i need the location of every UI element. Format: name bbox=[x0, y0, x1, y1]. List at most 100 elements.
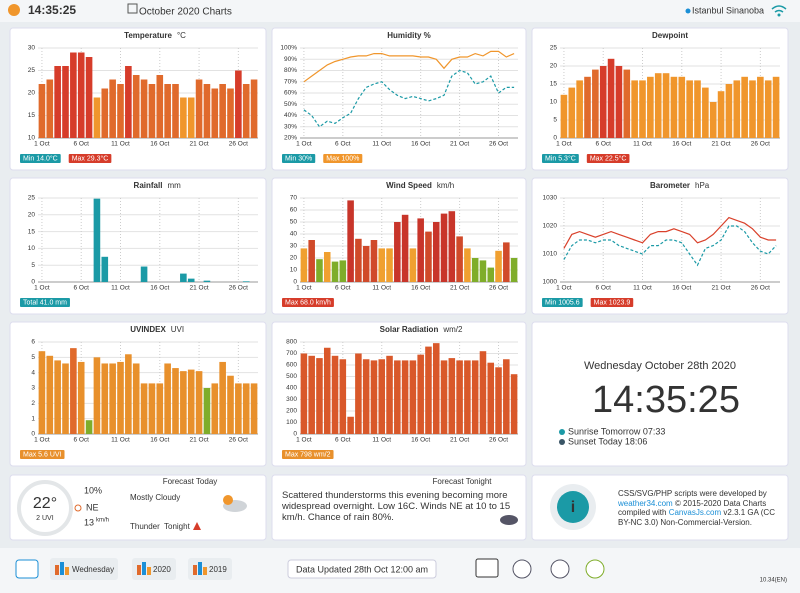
sun-icon bbox=[223, 495, 233, 505]
chart-title: Dewpoint bbox=[652, 31, 688, 40]
bar bbox=[654, 73, 662, 138]
bar bbox=[187, 369, 195, 434]
bar bbox=[164, 84, 171, 138]
y-tick-label: 70% bbox=[284, 78, 297, 85]
info-line: Data Charts compiled with bbox=[618, 498, 767, 518]
sunrise: Sunrise Tomorrow 07:33 bbox=[568, 426, 665, 436]
bar bbox=[370, 240, 378, 282]
bar bbox=[242, 281, 250, 282]
bar bbox=[54, 360, 61, 434]
btn-icon bbox=[142, 562, 146, 575]
stat-badge-label: Max 798 wm/2 bbox=[285, 451, 331, 458]
y-tick-label: 10 bbox=[550, 99, 558, 106]
info-btn[interactable] bbox=[512, 559, 532, 579]
bar bbox=[250, 383, 258, 434]
bar bbox=[70, 52, 77, 138]
y-tick-label: 700 bbox=[286, 350, 297, 357]
bar bbox=[85, 420, 93, 434]
info-link[interactable]: weather34.com bbox=[618, 498, 673, 508]
info-line: © 2015-2020 bbox=[674, 498, 722, 508]
bar bbox=[378, 359, 386, 434]
forecast-summary: Mostly Cloudy bbox=[130, 493, 180, 502]
x-tick-label: 26 Oct bbox=[751, 141, 770, 148]
bar bbox=[662, 73, 670, 138]
bar bbox=[394, 360, 401, 434]
x-tick-label: 1 Oct bbox=[296, 437, 312, 444]
y-tick-label: 0 bbox=[293, 279, 297, 286]
bar bbox=[125, 66, 132, 138]
bar bbox=[195, 79, 203, 138]
x-tick-label: 16 Oct bbox=[150, 141, 169, 148]
bar bbox=[456, 360, 463, 434]
bar bbox=[487, 362, 495, 434]
location-icon bbox=[685, 8, 691, 14]
x-tick-label: 6 Oct bbox=[335, 437, 351, 444]
x-tick-label: 21 Oct bbox=[450, 141, 469, 148]
chart-unit: °C bbox=[177, 31, 186, 40]
bar bbox=[355, 353, 362, 434]
y-tick-label: 300 bbox=[286, 396, 297, 403]
x-tick-label: 26 Oct bbox=[489, 285, 508, 292]
bar bbox=[227, 375, 234, 434]
bar bbox=[331, 355, 339, 434]
sunrise-dot bbox=[559, 429, 565, 435]
bar bbox=[77, 361, 85, 434]
x-tick-label: 21 Oct bbox=[711, 141, 730, 148]
stat-badge-label: Max 100% bbox=[326, 155, 359, 162]
bar bbox=[510, 258, 518, 282]
uvi-value: 2 bbox=[36, 515, 40, 522]
forecast-tonight-panel bbox=[271, 474, 527, 541]
chart-unit: mm bbox=[167, 181, 181, 190]
info-link[interactable]: CanvasJs.com bbox=[668, 508, 722, 517]
bar bbox=[495, 250, 502, 282]
chart-unit: km/h bbox=[437, 181, 454, 190]
stat-badge-label: Max 68.0 km/h bbox=[285, 299, 331, 306]
bar bbox=[464, 248, 471, 282]
bar bbox=[749, 80, 756, 138]
refresh-btn[interactable] bbox=[585, 559, 605, 579]
copyright-btn[interactable] bbox=[550, 559, 570, 579]
x-tick-label: 6 Oct bbox=[73, 437, 89, 444]
menu-icon[interactable] bbox=[8, 4, 20, 16]
x-tick-label: 16 Oct bbox=[411, 437, 430, 444]
bar bbox=[409, 248, 417, 282]
bar bbox=[560, 94, 568, 138]
x-tick-label: 21 Oct bbox=[450, 285, 469, 292]
bar bbox=[46, 355, 54, 434]
y-tick-label: 30 bbox=[28, 45, 36, 52]
y-tick-label: 10 bbox=[28, 135, 36, 142]
y-tick-label: 80% bbox=[284, 67, 297, 74]
y-tick-label: 600 bbox=[286, 362, 297, 369]
x-tick-label: 6 Oct bbox=[335, 285, 351, 292]
bar bbox=[370, 360, 378, 434]
x-tick-label: 26 Oct bbox=[229, 141, 248, 148]
bar bbox=[242, 84, 250, 138]
footer-icon[interactable] bbox=[15, 559, 39, 579]
bar bbox=[584, 76, 591, 138]
bar bbox=[456, 236, 463, 282]
calendar-icon bbox=[127, 3, 138, 14]
bar bbox=[362, 359, 370, 434]
bar bbox=[109, 79, 116, 138]
bar bbox=[479, 351, 487, 434]
bar bbox=[117, 84, 124, 138]
stat-badge bbox=[282, 298, 334, 307]
x-tick-label: 26 Oct bbox=[489, 437, 508, 444]
y-tick-label: 4 bbox=[31, 369, 35, 376]
y-tick-label: 60 bbox=[290, 207, 298, 214]
updated: Data Updated 28th Oct 12:00 am bbox=[296, 564, 428, 574]
bar bbox=[323, 252, 331, 282]
info-icon[interactable] bbox=[557, 491, 589, 523]
y-tick-label: 30 bbox=[290, 243, 298, 250]
chart-unit: UVI bbox=[171, 325, 184, 334]
bar bbox=[425, 346, 432, 434]
x-tick-label: 16 Oct bbox=[411, 141, 430, 148]
charts-title: October 2020 Charts bbox=[139, 7, 232, 18]
bar bbox=[733, 80, 741, 138]
bar bbox=[38, 84, 46, 138]
y-tick-label: 15 bbox=[550, 81, 558, 88]
tv-btn[interactable] bbox=[475, 558, 499, 578]
clock-time: 14:35:25 bbox=[592, 379, 740, 421]
line-series bbox=[303, 50, 515, 83]
btn-label: 2020 bbox=[153, 565, 171, 574]
